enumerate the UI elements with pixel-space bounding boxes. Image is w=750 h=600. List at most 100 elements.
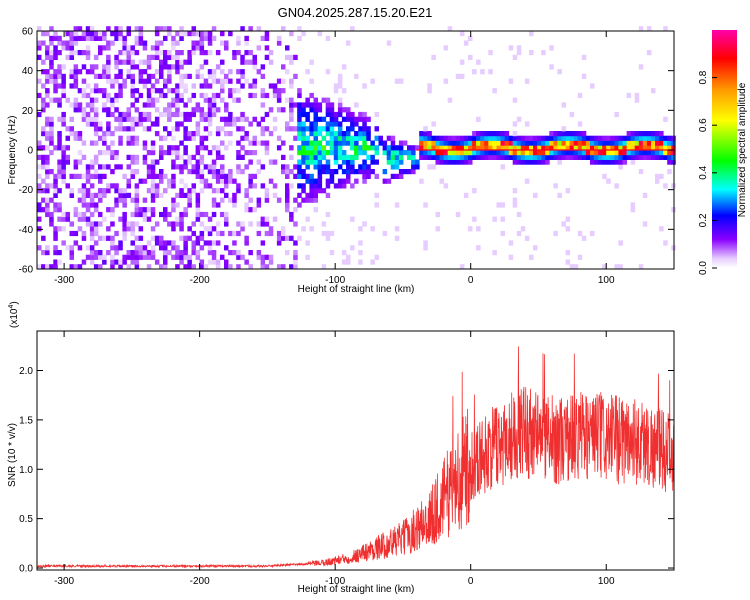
spectrogram-cell <box>476 154 481 160</box>
spectrogram-cell <box>57 188 62 194</box>
spectrogram-cell <box>175 254 180 260</box>
spectrogram-cell <box>150 183 156 189</box>
spectrogram-cell <box>159 135 164 141</box>
spectrogram-cell <box>134 50 140 56</box>
x-tick-label: -200 <box>190 275 210 286</box>
spectrogram-cell <box>272 83 278 89</box>
spectrogram-cell <box>638 131 644 137</box>
spectrogram-cell <box>472 140 477 146</box>
spectrogram-cell <box>89 173 95 179</box>
spectrogram-cell <box>447 135 453 141</box>
spectrogram-cell <box>89 64 95 70</box>
spectrogram-cell <box>317 188 323 194</box>
spectrogram-cell <box>248 183 253 189</box>
spectrogram-cell <box>337 145 343 151</box>
spectrogram-cell <box>309 131 314 137</box>
spectrogram-cell <box>293 73 298 79</box>
spectrogram-cell <box>281 140 286 146</box>
spectrogram-cell <box>646 150 652 156</box>
spectrogram-cell <box>573 140 579 146</box>
spectrogram-cell <box>228 31 233 37</box>
spectrogram-cell <box>236 78 241 84</box>
spectrogram-cell <box>407 169 412 175</box>
spectrogram-cell <box>154 26 160 32</box>
spectrogram-cell <box>341 169 347 175</box>
spectrogram-cell <box>45 92 50 99</box>
spectrogram-cell <box>118 188 123 194</box>
spectrogram-cell <box>142 140 148 146</box>
spectrogram-cell <box>53 202 58 208</box>
spectrogram-cell <box>325 107 331 113</box>
figure-title: GN04.2025.287.15.20.E21 <box>278 5 433 20</box>
spectrogram-cell <box>171 35 176 41</box>
spectrogram-cell <box>301 159 306 165</box>
spectrogram-cell <box>61 145 66 151</box>
spectrogram-cell <box>138 59 144 65</box>
spectrogram-cell <box>577 254 583 260</box>
spectrogram-cell <box>207 150 213 156</box>
spectrogram-cell <box>211 250 217 256</box>
spectrogram-cell <box>122 173 127 179</box>
spectrogram-cell <box>492 150 497 156</box>
colorbar-tick-label: 0.0 <box>698 261 709 275</box>
spectrogram-cell <box>411 159 416 165</box>
spectrogram-cell <box>89 235 95 241</box>
spectrogram-cell <box>480 140 485 146</box>
spectrogram-cell <box>362 135 367 141</box>
spectrogram-cell <box>89 211 95 218</box>
spectrogram-cell <box>268 254 274 260</box>
spectrogram-cell <box>187 159 192 165</box>
spectrogram-cell <box>57 216 62 222</box>
spectrogram-cell <box>53 173 58 179</box>
spectrogram-cell <box>240 154 245 160</box>
spectrogram-cell <box>565 150 571 156</box>
spectrogram-cell <box>309 140 314 146</box>
spectrogram-cell <box>301 154 306 160</box>
spectrogram-cell <box>244 150 249 156</box>
spectrogram-cell <box>488 50 493 56</box>
spectrogram-cell <box>167 107 172 113</box>
spectrogram-cell <box>191 154 196 160</box>
spectrogram-cell <box>93 264 99 270</box>
spectrogram-cell <box>569 111 575 118</box>
spectrogram-cell <box>85 35 91 41</box>
spectrogram-cell <box>171 111 176 118</box>
spectrogram-cell <box>122 202 127 208</box>
spectrogram-cell <box>333 140 339 146</box>
spectrogram-cell <box>57 73 62 79</box>
spectrogram-cell <box>45 245 50 251</box>
spectrogram-cell <box>195 211 201 218</box>
spectrogram-cell <box>110 97 115 103</box>
spectrogram-cell <box>98 31 103 37</box>
spectrogram-cell <box>622 150 627 156</box>
spectrogram-cell <box>211 69 217 75</box>
spectrogram-cell <box>281 226 286 232</box>
spectrogram-cell <box>138 35 144 41</box>
spectrogram-cell <box>398 145 404 151</box>
spectrogram-cell <box>163 26 168 32</box>
spectrogram-cell <box>138 121 144 127</box>
spectrogram-cell <box>663 154 668 160</box>
spectrogram-cell <box>163 54 168 60</box>
spectrogram-cell <box>150 250 156 256</box>
spectrogram-cell <box>150 121 156 127</box>
spectrogram-cell <box>85 102 91 108</box>
spectrogram-cell <box>594 159 599 165</box>
spectrogram-cell <box>142 245 148 251</box>
spectrogram-cell <box>594 145 599 151</box>
spectrogram-cell <box>171 40 176 46</box>
spectrogram-cell <box>207 250 213 256</box>
spectrogram-cell <box>329 230 335 237</box>
spectrogram-cell <box>93 230 99 237</box>
spectrogram-cell <box>215 107 221 113</box>
spectrogram-cell <box>85 245 91 251</box>
spectrogram-cell <box>329 121 335 127</box>
spectrogram-cell <box>49 78 54 84</box>
spectrogram-cell <box>443 45 449 51</box>
spectrogram-cell <box>93 173 99 179</box>
spectrogram-cell <box>73 73 79 79</box>
spectrogram-cell <box>154 173 160 179</box>
spectrogram-cell <box>49 140 54 146</box>
spectrogram-cell <box>301 145 306 151</box>
spectrogram-cell <box>211 111 217 118</box>
